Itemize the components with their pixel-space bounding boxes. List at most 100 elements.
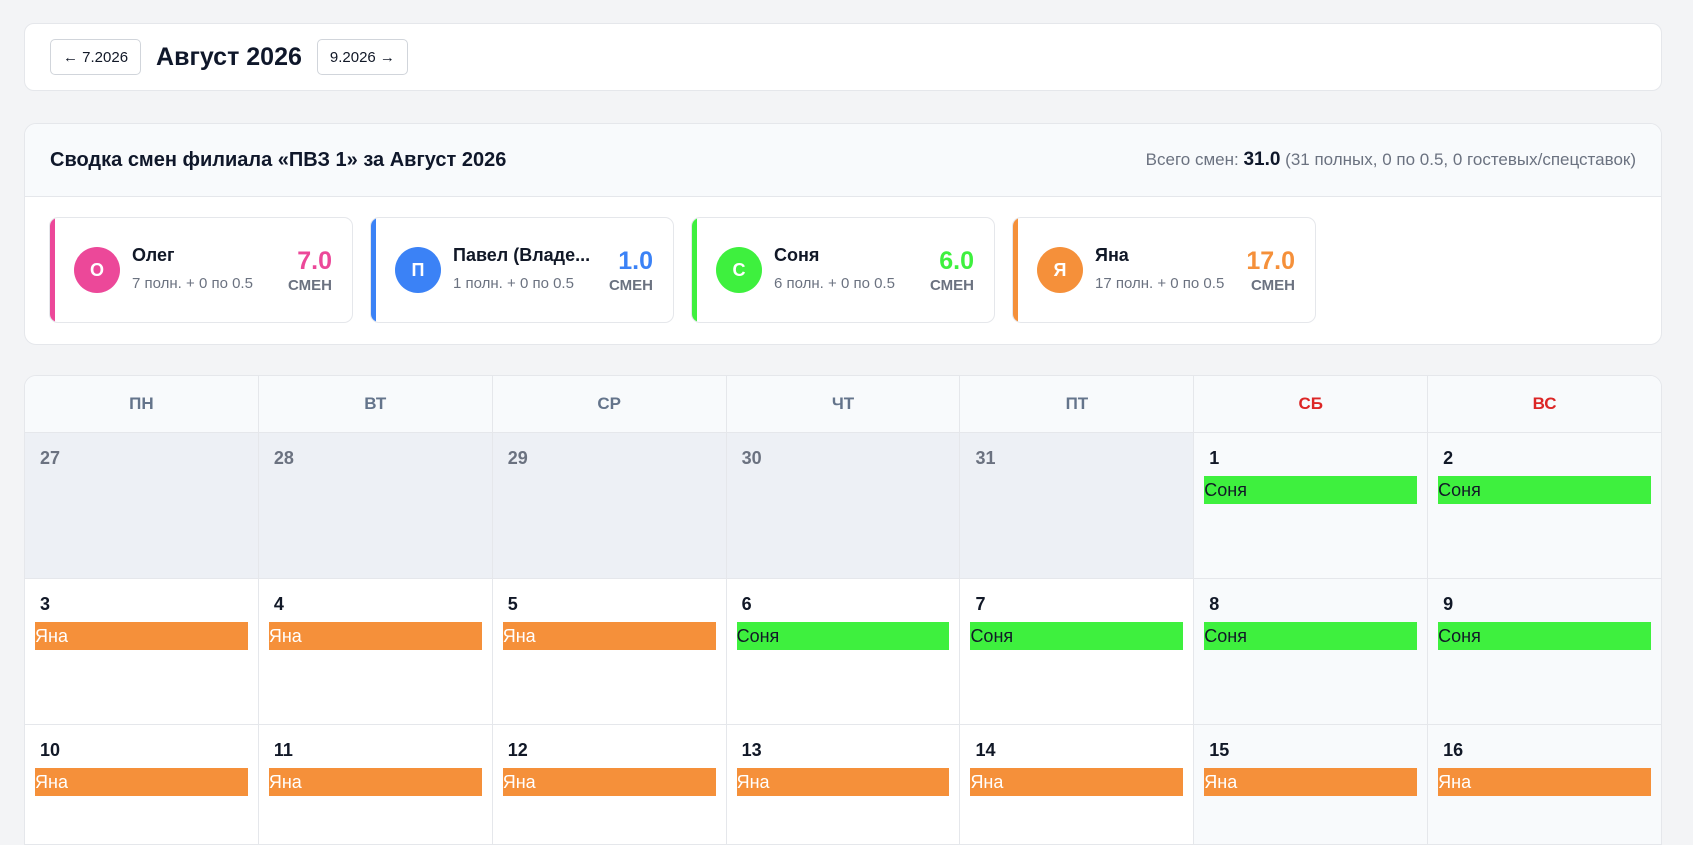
total-breakdown: (31 полных, 0 по 0.5, 0 гостевых/спецста…: [1285, 150, 1636, 169]
weekday-label: СБ: [1194, 376, 1429, 432]
total-value: 31.0: [1243, 149, 1281, 170]
shift-count-unit: СМЕН: [930, 276, 974, 294]
shift-entry[interactable]: Соня: [1438, 476, 1652, 504]
day-number: 5: [507, 594, 518, 614]
employee-name: Соня: [774, 245, 820, 265]
weekday-label: ПН: [25, 376, 259, 432]
day-number: 4: [273, 594, 284, 614]
calendar-week: 10 Яна 11 Яна 12 Яна 13 Яна 14 Яна 15 Яна 16 Яна: [25, 725, 1661, 844]
day-number: 6: [741, 594, 752, 614]
calendar-day[interactable]: 6 Соня: [726, 579, 961, 724]
shift-entry[interactable]: Соня: [970, 622, 1184, 650]
day-number: 11: [273, 740, 293, 760]
summary-title: Сводка смен филиала «ПВЗ 1» за Август 20…: [50, 148, 507, 171]
employee-name: Олег: [132, 245, 175, 265]
card-info: Соня 6 полн. + 0 по 0.5: [774, 245, 922, 295]
day-number: 15: [1209, 740, 1230, 760]
calendar-day-outside-month[interactable]: 29: [492, 433, 727, 578]
calendar-day[interactable]: 5 Яна: [492, 579, 727, 724]
calendar-day-outside-month[interactable]: 30: [726, 433, 961, 578]
shift-entry[interactable]: Яна: [35, 768, 248, 796]
shift-entry[interactable]: Яна: [1438, 768, 1652, 796]
shift-count: 17.0 СМЕН: [1246, 247, 1295, 294]
shift-entry[interactable]: Яна: [736, 768, 950, 796]
avatar: О: [74, 247, 120, 293]
day-number: 2: [1443, 448, 1454, 468]
prev-month-button[interactable]: ← 7.2026: [50, 39, 142, 75]
calendar-day[interactable]: 2 Соня: [1428, 433, 1661, 578]
calendar-day[interactable]: 3 Яна: [25, 579, 259, 724]
employee-card[interactable]: П Павел (Владе... 1 полн. + 0 по 0.5 1.0 СМЕ…: [370, 217, 674, 323]
calendar-day[interactable]: 13 Яна: [726, 725, 961, 844]
day-number: 8: [1209, 594, 1220, 614]
day-number: 27: [40, 448, 61, 468]
day-number: 10: [40, 740, 61, 760]
shift-summary-panel: Сводка смен филиала «ПВЗ 1» за Август 20…: [24, 123, 1662, 345]
calendar-day[interactable]: 1 Соня: [1194, 433, 1429, 578]
day-number: 30: [741, 448, 762, 468]
month-navigation: ← 7.2026 Август 2026 9.2026 →: [24, 23, 1662, 91]
calendar-day[interactable]: 14 Яна: [960, 725, 1195, 844]
day-number: 12: [507, 740, 528, 760]
calendar-day-outside-month[interactable]: 31: [960, 433, 1195, 578]
shift-entry[interactable]: Соня: [1204, 622, 1418, 650]
shift-entry[interactable]: Яна: [35, 622, 248, 650]
shift-entry[interactable]: Яна: [268, 768, 482, 796]
weekday-header: ПН ВТ СР ЧТ ПТ СБ ВС: [25, 376, 1661, 433]
shift-entry[interactable]: Яна: [502, 622, 716, 650]
card-color-stripe: [371, 218, 376, 322]
calendar-day-outside-month[interactable]: 28: [258, 433, 493, 578]
calendar-week: 27 28 29 30 31 1 Соня 2 Соня: [25, 433, 1661, 579]
shift-entry[interactable]: Яна: [502, 768, 716, 796]
card-info: Павел (Владе... 1 полн. + 0 по 0.5: [453, 245, 601, 295]
calendar-day-outside-month[interactable]: 27: [25, 433, 259, 578]
day-number: 13: [741, 740, 762, 760]
weekday-label: ЧТ: [727, 376, 961, 432]
card-color-stripe: [50, 218, 55, 322]
shift-count: 1.0 СМЕН: [609, 247, 653, 294]
card-color-stripe: [1013, 218, 1018, 322]
calendar-day[interactable]: 9 Соня: [1428, 579, 1661, 724]
shift-count-value: 1.0: [618, 246, 653, 275]
calendar-weeks: 27 28 29 30 31 1 Соня 2 Соня 3 Яна 4 Яна 5 Яна 6 Соня 7 Со…: [25, 433, 1661, 844]
employee-card[interactable]: Я Яна 17 полн. + 0 по 0.5 17.0 СМЕН: [1012, 217, 1316, 323]
weekday-label: ПТ: [960, 376, 1195, 432]
calendar-day[interactable]: 16 Яна: [1428, 725, 1661, 844]
calendar-day[interactable]: 10 Яна: [25, 725, 259, 844]
employee-card[interactable]: С Соня 6 полн. + 0 по 0.5 6.0 СМЕН: [691, 217, 995, 323]
calendar-day[interactable]: 15 Яна: [1194, 725, 1429, 844]
shift-entry[interactable]: Яна: [1204, 768, 1418, 796]
calendar-day[interactable]: 12 Яна: [492, 725, 727, 844]
day-number: 28: [273, 448, 294, 468]
shift-entry[interactable]: Соня: [1204, 476, 1418, 504]
employee-cards: О Олег 7 полн. + 0 по 0.5 7.0 СМЕН П Павел (Вл…: [25, 197, 1661, 323]
shift-count-unit: СМЕН: [609, 276, 653, 294]
next-month-button[interactable]: 9.2026 →: [316, 39, 408, 75]
day-number: 7: [975, 594, 986, 614]
shift-entry[interactable]: Соня: [1438, 622, 1652, 650]
calendar-day[interactable]: 4 Яна: [258, 579, 493, 724]
shift-entry[interactable]: Соня: [736, 622, 950, 650]
shift-count-unit: СМЕН: [1251, 276, 1295, 294]
calendar-day[interactable]: 8 Соня: [1194, 579, 1429, 724]
card-info: Олег 7 полн. + 0 по 0.5: [132, 245, 280, 295]
day-number: 9: [1443, 594, 1454, 614]
weekday-label: ВС: [1532, 394, 1557, 413]
day-number: 31: [975, 448, 996, 468]
shift-count: 7.0 СМЕН: [288, 247, 332, 294]
shift-count: 6.0 СМЕН: [930, 247, 974, 294]
employee-card[interactable]: О Олег 7 полн. + 0 по 0.5 7.0 СМЕН: [49, 217, 353, 323]
calendar-week: 3 Яна 4 Яна 5 Яна 6 Соня 7 Соня 8 Соня 9 Соня: [25, 579, 1661, 725]
calendar-day[interactable]: 11 Яна: [258, 725, 493, 844]
calendar-day[interactable]: 7 Соня: [960, 579, 1195, 724]
avatar: С: [716, 247, 762, 293]
day-number: 14: [975, 740, 996, 760]
month-title: Август 2026: [156, 42, 302, 71]
day-number: 16: [1443, 740, 1464, 760]
shift-entry[interactable]: Яна: [970, 768, 1184, 796]
shift-count-unit: СМЕН: [288, 276, 332, 294]
day-number: 29: [507, 448, 528, 468]
shift-count-value: 17.0: [1246, 246, 1295, 275]
shift-count-value: 7.0: [297, 246, 332, 275]
shift-entry[interactable]: Яна: [268, 622, 482, 650]
